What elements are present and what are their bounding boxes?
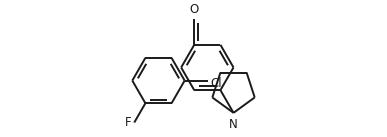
Text: O: O [190,3,199,16]
Text: Cl: Cl [210,77,222,90]
Text: F: F [125,116,132,129]
Text: N: N [229,118,238,131]
